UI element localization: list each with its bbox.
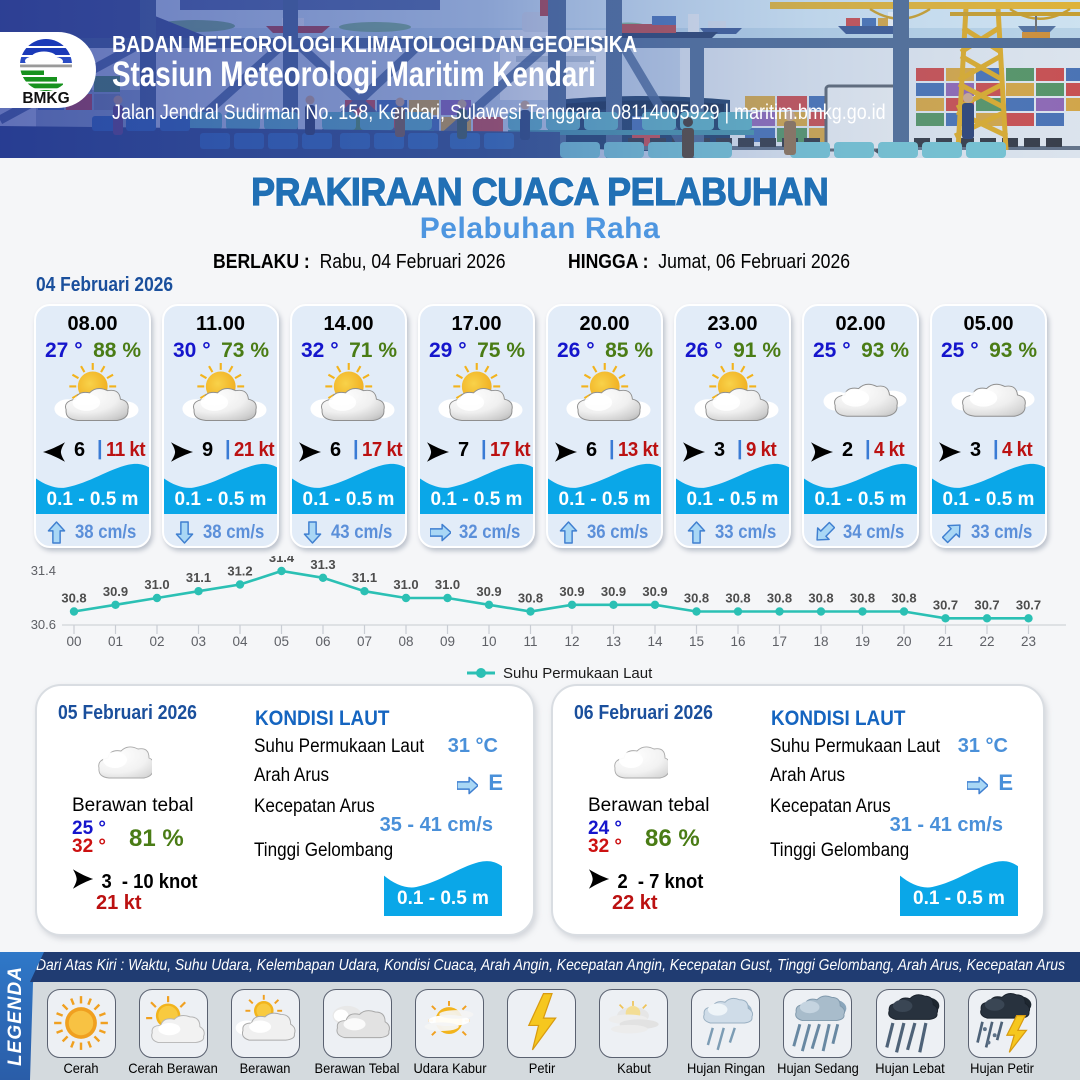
svg-text:30.7: 30.7 (1016, 597, 1041, 612)
svg-text:30.6: 30.6 (31, 617, 56, 632)
svg-text:30.9: 30.9 (642, 584, 667, 599)
svg-text:30.8: 30.8 (61, 591, 86, 606)
svg-text:30.8: 30.8 (725, 591, 750, 606)
svg-text:31.1: 31.1 (186, 570, 211, 585)
svg-text:12: 12 (564, 634, 579, 649)
svg-text:31.4: 31.4 (269, 556, 295, 565)
svg-text:30.8: 30.8 (891, 591, 916, 606)
svg-text:31.0: 31.0 (393, 577, 418, 592)
svg-text:17: 17 (772, 634, 787, 649)
svg-text:20: 20 (896, 634, 911, 649)
svg-text:23: 23 (1021, 634, 1036, 649)
svg-text:30.9: 30.9 (601, 584, 626, 599)
svg-text:31.4: 31.4 (31, 563, 56, 578)
svg-text:15: 15 (689, 634, 704, 649)
svg-text:10: 10 (481, 634, 496, 649)
svg-text:31.1: 31.1 (352, 570, 377, 585)
svg-text:13: 13 (606, 634, 621, 649)
svg-text:03: 03 (191, 634, 206, 649)
svg-text:01: 01 (108, 634, 123, 649)
svg-text:31.3: 31.3 (310, 557, 335, 572)
svg-text:16: 16 (730, 634, 745, 649)
svg-text:05: 05 (274, 634, 289, 649)
svg-text:30.9: 30.9 (103, 584, 128, 599)
svg-text:21: 21 (938, 634, 953, 649)
svg-text:30.7: 30.7 (933, 597, 958, 612)
svg-text:22: 22 (979, 634, 994, 649)
svg-text:18: 18 (813, 634, 828, 649)
svg-text:09: 09 (440, 634, 455, 649)
svg-text:30.7: 30.7 (974, 597, 999, 612)
svg-text:19: 19 (855, 634, 870, 649)
svg-text:06: 06 (315, 634, 330, 649)
svg-text:08: 08 (398, 634, 413, 649)
svg-text:30.8: 30.8 (850, 591, 875, 606)
svg-text:00: 00 (66, 634, 81, 649)
svg-text:30.9: 30.9 (559, 584, 584, 599)
svg-text:31.0: 31.0 (435, 577, 460, 592)
svg-text:11: 11 (523, 634, 537, 649)
svg-text:31.2: 31.2 (227, 564, 252, 579)
svg-text:31.0: 31.0 (144, 577, 169, 592)
svg-text:30.8: 30.8 (518, 591, 543, 606)
svg-text:BMKG: BMKG (22, 90, 69, 107)
svg-text:14: 14 (647, 634, 663, 649)
svg-text:Suhu Permukaan Laut: Suhu Permukaan Laut (503, 665, 653, 682)
svg-text:30.8: 30.8 (767, 591, 792, 606)
svg-text:30.8: 30.8 (684, 591, 709, 606)
svg-text:07: 07 (357, 634, 372, 649)
svg-text:02: 02 (149, 634, 164, 649)
svg-text:30.8: 30.8 (808, 591, 833, 606)
svg-text:04: 04 (232, 634, 248, 649)
svg-text:30.9: 30.9 (476, 584, 501, 599)
